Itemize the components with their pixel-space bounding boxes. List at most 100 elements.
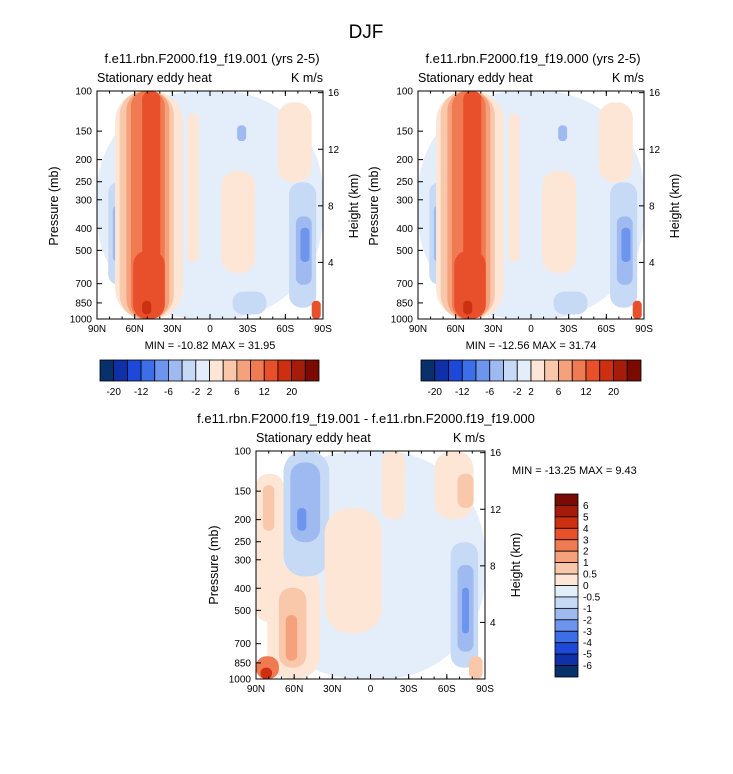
x-tick-label: 60S [438, 684, 456, 695]
colorbar-label: 2 [528, 387, 534, 398]
y-tick-label: 300 [75, 195, 92, 206]
y-tick-label: 850 [396, 298, 413, 309]
y-right-tick-label: 16 [328, 88, 340, 99]
contour-field [418, 91, 644, 319]
y-tick-label: 250 [234, 537, 251, 548]
positive-contour-region [454, 250, 486, 319]
y-tick-label: 400 [396, 224, 413, 235]
colorbar-swatch [554, 619, 579, 632]
colorbar-label: -6 [164, 387, 173, 398]
colorbar-label: -12 [455, 387, 470, 398]
panel-difference: f.e11.rbn.F2000.f19_f19.001 - f.e11.rbn.… [197, 411, 637, 695]
y-tick-label: 1000 [70, 315, 93, 326]
colorbar-swatch [181, 359, 197, 382]
colorbar-swatch [554, 596, 579, 609]
colorbar-label: -4 [583, 638, 592, 649]
colorbar-swatch [113, 359, 128, 382]
colorbar-swatch [558, 359, 573, 382]
y-tick-label: 200 [75, 155, 92, 166]
colorbar-label: -1 [583, 604, 592, 615]
colorbar-swatch [554, 493, 579, 506]
y-tick-label: 700 [75, 279, 92, 290]
colorbar-swatch [277, 359, 293, 382]
positive-contour-region [598, 102, 633, 183]
y-right-tick-label: 16 [649, 88, 661, 99]
positive-contour-region [260, 667, 273, 679]
panel-title: f.e11.rbn.F2000.f19_f19.001 - f.e11.rbn.… [197, 411, 535, 426]
y-tick-label: 100 [75, 87, 92, 98]
colorbar-label: 20 [608, 387, 620, 398]
positive-contour-region [468, 656, 483, 679]
colorbar-label: 3 [583, 535, 589, 546]
panel-units: K m/s [612, 71, 644, 85]
colorbar-swatch [530, 359, 546, 382]
colorbar-label: -20 [106, 387, 121, 398]
colorbar-swatch [554, 642, 579, 655]
colorbar-label: -3 [583, 627, 592, 638]
colorbar-label: -0.5 [583, 592, 601, 603]
positive-contour-region [262, 485, 275, 531]
colorbar-label: 6 [234, 387, 240, 398]
y-right-tick-label: 12 [328, 145, 340, 156]
colorbar-swatch [263, 359, 279, 382]
x-tick-label: 30S [560, 324, 578, 335]
positive-contour-region [463, 91, 482, 301]
negative-contour-region [232, 291, 267, 315]
colorbar-label: -2 [583, 615, 592, 626]
colorbar-label: 12 [259, 387, 271, 398]
y-tick-label: 100 [396, 87, 413, 98]
x-tick-label: 0 [207, 324, 213, 335]
contour-field [256, 451, 485, 679]
y-tick-label: 700 [396, 279, 413, 290]
x-tick-label: 60S [597, 324, 615, 335]
colorbar-swatch [304, 359, 320, 382]
positive-contour-region [285, 615, 298, 661]
panel-top-left: f.e11.rbn.F2000.f19_f19.001 (yrs 2-5) St… [47, 51, 361, 352]
colorbar-label: 12 [580, 387, 592, 398]
colorbar-swatch [585, 359, 601, 382]
y-right-tick-label: 12 [490, 505, 502, 516]
negative-contour-region [621, 227, 631, 262]
colorbar-swatch [626, 359, 642, 382]
positive-contour-region [221, 170, 256, 274]
y-right-tick-label: 4 [328, 258, 334, 269]
y-axis-right-label: Height (km) [347, 174, 361, 239]
colorbar-label: -2 [191, 387, 200, 398]
positive-contour-region [324, 508, 382, 634]
colorbar-swatch [222, 359, 238, 382]
colorbar-label: 5 [583, 512, 589, 523]
colorbar-label: 6 [556, 387, 562, 398]
colorbar-label: 4 [583, 524, 589, 535]
colorbar-swatch [195, 359, 210, 382]
positive-contour-region [457, 473, 474, 508]
colorbar-top-left: -20 -12 -6 -2 2 6 12 20 [99, 359, 320, 398]
colorbar-swatch [544, 359, 559, 382]
colorbar-swatch [209, 359, 224, 382]
positive-contour-region [463, 300, 473, 315]
colorbar-label: 20 [286, 387, 298, 398]
x-tick-label: 60N [285, 684, 303, 695]
x-tick-label: 30N [323, 684, 341, 695]
colorbar-swatch [554, 653, 579, 666]
y-right-tick-label: 8 [649, 201, 655, 212]
panel-units: K m/s [291, 71, 323, 85]
y-tick-label: 850 [234, 658, 251, 669]
x-tick-label: 90N [88, 324, 106, 335]
x-tick-label: 30N [484, 324, 502, 335]
colorbar-swatch [554, 516, 579, 529]
colorbar-swatch [489, 359, 504, 382]
colorbar-swatch [554, 665, 579, 678]
negative-contour-region [300, 227, 310, 262]
colorbar-label: 1 [583, 558, 589, 569]
colorbar-swatch [503, 359, 518, 382]
colorbar-swatch [554, 573, 579, 586]
x-tick-label: 60S [276, 324, 294, 335]
y-tick-label: 500 [75, 246, 92, 257]
colorbar-label: -2 [513, 387, 522, 398]
colorbar-swatch [250, 359, 265, 382]
min-max-readout: MIN = -10.82 MAX = 31.95 [145, 340, 276, 352]
min-max-readout: MIN = -13.25 MAX = 9.43 [512, 465, 637, 477]
y-tick-label: 700 [234, 639, 251, 650]
colorbar-swatch [554, 630, 579, 644]
